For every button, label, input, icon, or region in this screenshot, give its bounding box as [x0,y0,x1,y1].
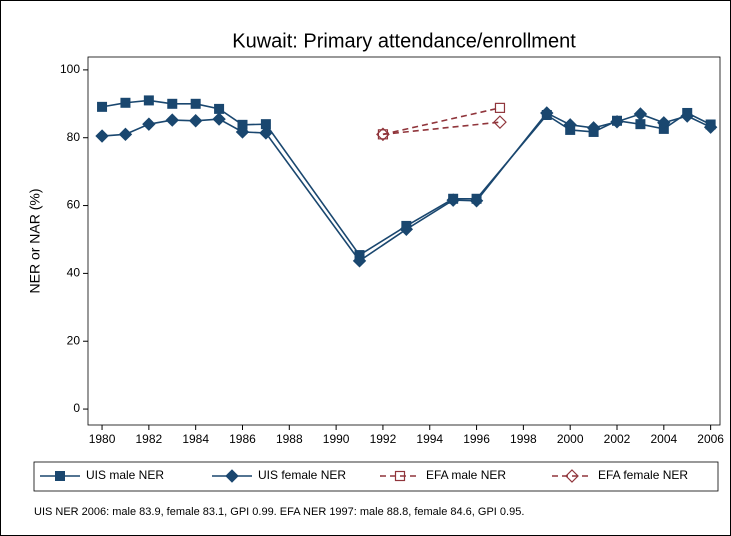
legend-marker [55,471,65,481]
note: UIS NER 2006: male 83.9, female 83.1, GP… [34,506,524,518]
marker [586,121,601,135]
marker [446,193,460,207]
marker [540,106,554,120]
marker [352,254,367,268]
marker [212,112,226,126]
legend-label: UIS male NER [86,468,164,482]
marker [214,103,225,114]
legend-label: EFA male NER [426,468,506,482]
chart-title: Kuwait: Primary attendance/enrollment [232,30,576,52]
marker [95,129,109,143]
x-tick-label: 2004 [650,432,677,446]
marker [399,222,414,237]
marker [493,115,507,129]
legend-label: EFA female NER [598,468,688,482]
marker [259,126,273,140]
x-tick-label: 2000 [557,432,584,446]
x-tick-label: 1980 [89,432,116,446]
x-tick-label: 1984 [182,432,209,446]
marker [680,109,694,123]
x-tick-label: 2002 [604,432,631,446]
legend-box [33,461,719,492]
y-tick-label: 40 [67,266,81,280]
x-tick-label: 2006 [697,432,724,446]
marker [188,114,203,128]
legend-marker [565,469,579,483]
legend-marker [225,469,239,483]
x-tick-label: 1992 [370,432,397,446]
marker [97,101,108,112]
marker [235,125,250,139]
marker [633,107,648,121]
x-tick-label: 1994 [416,432,443,446]
marker [563,118,577,132]
marker [190,98,201,109]
marker [118,127,133,142]
marker [143,95,154,106]
marker [657,116,671,130]
marker [120,97,131,108]
marker [167,98,178,109]
x-tick-label: 1990 [323,432,350,446]
y-tick-label: 0 [73,401,80,415]
marker [142,117,156,131]
marker [494,102,506,113]
plot-frame [87,56,721,426]
y-tick-label: 80 [67,130,81,144]
legend-label: UIS female NER [258,468,346,482]
legend-marker [394,470,406,482]
x-tick-label: 1996 [463,432,490,446]
x-tick-label: 1982 [136,432,163,446]
marker [376,127,390,142]
x-tick-label: 1998 [510,432,537,446]
y-axis-title: NER or NAR (%) [27,188,43,293]
marker [610,115,624,129]
y-tick-label: 100 [60,62,80,76]
x-tick-label: 1988 [276,432,303,446]
y-tick-label: 20 [67,333,81,347]
marker [469,194,484,208]
y-tick-label: 60 [67,198,81,212]
x-tick-label: 1986 [229,432,256,446]
marker [635,119,646,130]
marker [703,120,718,134]
marker [165,113,179,127]
